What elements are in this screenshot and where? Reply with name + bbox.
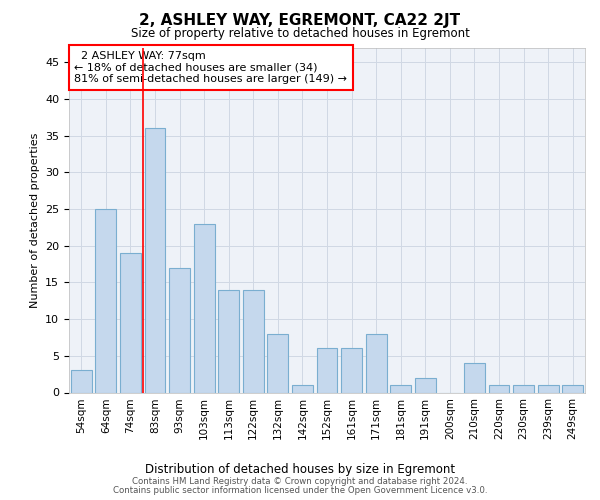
Bar: [145, 128, 166, 392]
Bar: [538, 385, 559, 392]
Bar: [95, 209, 116, 392]
Bar: [243, 290, 264, 393]
Bar: [120, 253, 141, 392]
Text: 2, ASHLEY WAY, EGREMONT, CA22 2JT: 2, ASHLEY WAY, EGREMONT, CA22 2JT: [139, 12, 461, 28]
Bar: [268, 334, 289, 392]
Bar: [317, 348, 337, 393]
Bar: [194, 224, 215, 392]
Bar: [71, 370, 92, 392]
Bar: [562, 385, 583, 392]
Bar: [292, 385, 313, 392]
Bar: [365, 334, 386, 392]
Y-axis label: Number of detached properties: Number of detached properties: [29, 132, 40, 308]
Text: Contains HM Land Registry data © Crown copyright and database right 2024.: Contains HM Land Registry data © Crown c…: [132, 477, 468, 486]
Text: 2 ASHLEY WAY: 77sqm
← 18% of detached houses are smaller (34)
81% of semi-detach: 2 ASHLEY WAY: 77sqm ← 18% of detached ho…: [74, 51, 347, 84]
Bar: [218, 290, 239, 393]
Bar: [169, 268, 190, 392]
Text: Distribution of detached houses by size in Egremont: Distribution of detached houses by size …: [145, 462, 455, 475]
Bar: [464, 363, 485, 392]
Bar: [488, 385, 509, 392]
Bar: [513, 385, 534, 392]
Bar: [415, 378, 436, 392]
Bar: [390, 385, 411, 392]
Text: Contains public sector information licensed under the Open Government Licence v3: Contains public sector information licen…: [113, 486, 487, 495]
Bar: [341, 348, 362, 393]
Text: Size of property relative to detached houses in Egremont: Size of property relative to detached ho…: [131, 28, 469, 40]
